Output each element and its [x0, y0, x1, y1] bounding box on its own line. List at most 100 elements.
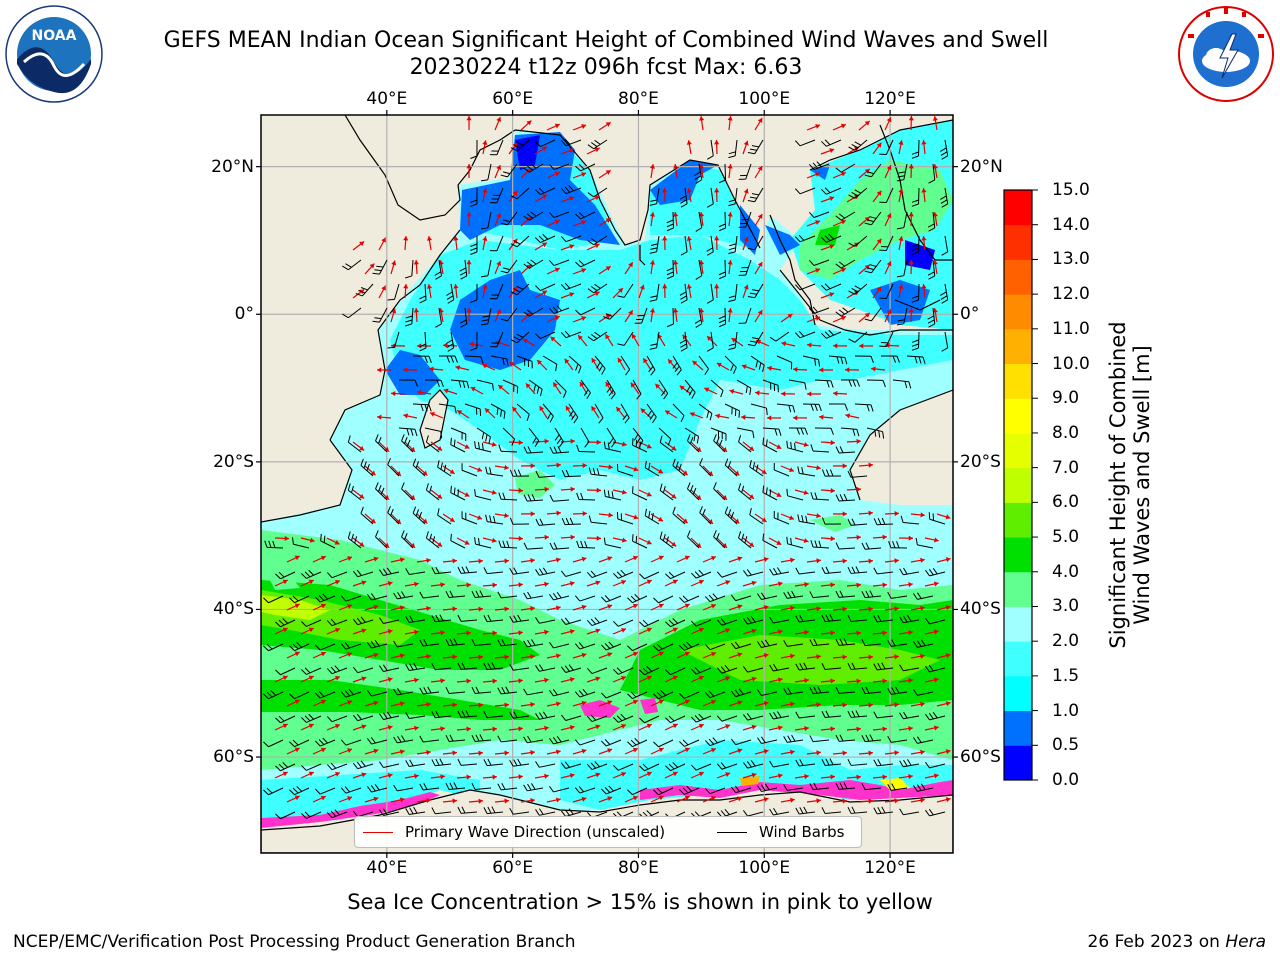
wind-barb	[412, 458, 426, 477]
wind-barb	[879, 139, 894, 156]
wave-arrow	[932, 164, 938, 179]
wind-barb	[485, 466, 504, 477]
wind-barb	[835, 590, 856, 598]
wind-barb	[497, 591, 518, 599]
wind-barb	[854, 355, 874, 363]
wave-arrow	[442, 513, 456, 523]
wave-arrow	[794, 441, 809, 448]
wind-barb	[498, 444, 518, 453]
wind-barb	[548, 305, 570, 315]
wave-arrow	[512, 406, 522, 419]
wind-barb	[730, 594, 752, 602]
wave-arrow	[534, 146, 548, 155]
wave-arrow	[403, 235, 409, 251]
wave-arrow	[767, 365, 782, 371]
wind-barb	[367, 737, 388, 745]
wind-barb	[523, 446, 544, 454]
wave-arrow	[650, 699, 664, 707]
wave-arrow	[858, 654, 873, 660]
wave-arrow	[702, 651, 717, 659]
wave-arrow	[846, 678, 861, 684]
wind-barb	[698, 403, 713, 421]
wind-barb	[686, 434, 700, 453]
wave-arrow	[936, 513, 951, 520]
wind-barb	[355, 283, 374, 297]
wind-barb	[367, 690, 388, 697]
wind-barb	[398, 379, 418, 387]
wave-arrow	[686, 188, 692, 203]
wind-barb	[679, 187, 688, 208]
wind-barb	[535, 234, 556, 244]
wave-arrow	[338, 556, 353, 563]
wave-arrow	[832, 171, 847, 179]
wind-barb	[718, 211, 727, 232]
wind-barb	[401, 482, 414, 501]
wave-arrow	[456, 409, 470, 419]
wind-barb	[828, 355, 848, 365]
wave-arrow	[534, 773, 549, 779]
wave-arrow	[676, 513, 689, 524]
lat-label-left: 60°S	[213, 747, 254, 768]
wave-arrow	[534, 194, 548, 203]
wave-arrow	[794, 581, 809, 588]
wave-arrow	[780, 513, 795, 521]
wind-barb	[835, 163, 856, 173]
wind-barb	[398, 427, 418, 437]
wave-arrow	[560, 629, 575, 635]
wind-barb	[864, 211, 882, 226]
wave-arrow	[754, 213, 763, 227]
wind-barb	[814, 427, 834, 435]
wave-arrow	[768, 581, 783, 587]
wind-barb	[718, 163, 727, 184]
wind-barb	[634, 307, 648, 324]
wind-barb	[471, 638, 492, 646]
wave-arrow	[921, 236, 927, 251]
wind-barb	[861, 734, 882, 743]
wind-barb	[375, 482, 388, 501]
wave-arrow	[924, 629, 939, 635]
wind-barb	[471, 734, 492, 742]
wind-barb	[613, 763, 634, 771]
wind-barb	[523, 783, 544, 792]
legend-label-wave-direction: Primary Wave Direction (unscaled)	[405, 823, 666, 841]
wind-barb	[730, 688, 752, 698]
wave-arrow	[612, 723, 627, 731]
wind-barb	[549, 785, 570, 793]
map-legend: Primary Wave Direction (unscaled) Wind B…	[354, 816, 862, 848]
wind-barb	[653, 739, 674, 748]
wind-barb	[263, 787, 284, 796]
wind-barb	[802, 403, 822, 412]
wind-barb	[835, 211, 856, 221]
wind-barb	[704, 787, 726, 795]
wind-barb	[554, 427, 564, 448]
wave-arrow	[884, 165, 892, 179]
wave-arrow	[794, 537, 809, 544]
wave-arrow	[546, 605, 561, 611]
wave-arrow	[286, 603, 300, 611]
wind-barb	[393, 640, 414, 648]
wind-barb	[666, 307, 674, 328]
wind-barb	[405, 568, 426, 575]
wave-arrow	[676, 795, 690, 803]
wind-barb	[649, 187, 660, 206]
wave-arrow	[560, 148, 575, 155]
wind-barb	[528, 427, 540, 447]
wind-barb	[498, 540, 518, 549]
wind-barb	[485, 514, 504, 525]
wind-barb	[419, 783, 440, 791]
wind-barb	[896, 211, 908, 230]
wind-barb	[516, 403, 530, 422]
wind-barb	[425, 435, 440, 453]
wind-barb	[510, 235, 530, 248]
wave-arrow	[598, 512, 613, 518]
lat-label-right: 60°S	[960, 747, 1001, 768]
wind-barb	[603, 489, 622, 501]
wind-barb	[672, 458, 686, 477]
wave-arrow	[806, 316, 821, 323]
wave-arrow	[638, 537, 652, 545]
wind-barb	[873, 517, 894, 526]
wind-barb	[900, 515, 920, 525]
wave-arrow	[806, 798, 821, 804]
wave-arrow	[846, 534, 862, 540]
wind-barb	[896, 259, 908, 278]
